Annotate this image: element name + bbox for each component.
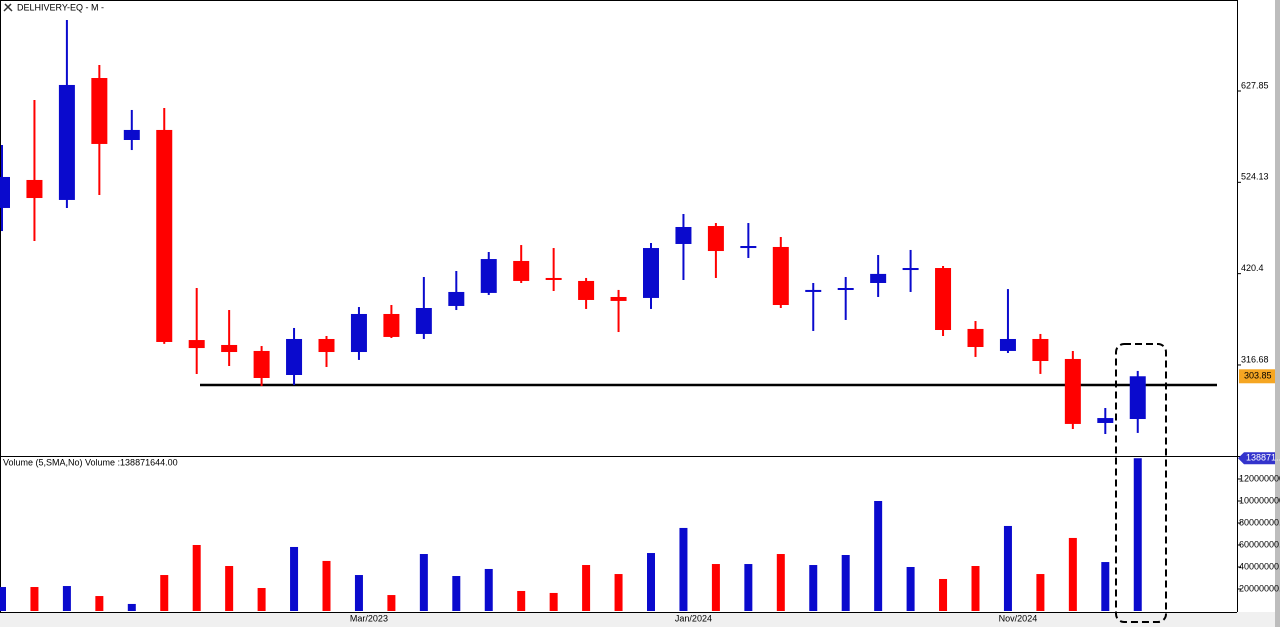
volume-bar: [160, 575, 169, 611]
volume-bar: [0, 587, 6, 611]
candle-body: [513, 260, 530, 281]
volume-bar: [127, 603, 136, 611]
candle-body: [935, 268, 952, 331]
volume-bar: [290, 546, 299, 611]
volume-bar: [225, 566, 234, 611]
chart-title: DELHIVERY-EQ - M -: [17, 2, 104, 12]
volume-tag-label: 138871...: [1246, 453, 1280, 463]
volume-bar: [95, 596, 104, 611]
volume-bar: [776, 554, 785, 611]
candle-body: [707, 226, 724, 252]
candle-body: [123, 129, 140, 140]
volume-bar: [841, 555, 850, 611]
candle-body: [545, 277, 562, 280]
volume-bar: [614, 574, 623, 611]
candle-body: [1064, 358, 1081, 424]
candle-body: [578, 280, 595, 300]
candle-body: [156, 129, 173, 342]
volume-bar: [874, 500, 883, 611]
candle-body: [221, 344, 238, 353]
candle-body: [0, 176, 10, 208]
candle-body: [58, 84, 75, 200]
y-tick-label: 420.4: [1241, 263, 1264, 273]
y-tick-label: 316.68: [1241, 354, 1269, 364]
volume-bar: [30, 587, 39, 611]
y-tick-label: 524.13: [1241, 172, 1269, 182]
volume-tick-label: 80000000.0: [1239, 517, 1280, 527]
candle-body: [350, 313, 367, 353]
volume-bar: [549, 592, 558, 611]
candle-body: [772, 246, 789, 305]
volume-bar: [582, 565, 591, 611]
price-tag: [1239, 369, 1275, 384]
candle-body: [415, 307, 432, 334]
title-icon: [3, 3, 13, 12]
candle-body: [967, 328, 984, 347]
candle-body: [383, 313, 400, 337]
candle-body: [870, 273, 887, 283]
candle-body: [188, 340, 205, 349]
volume-bar: [1068, 537, 1077, 611]
volume-bar: [1036, 574, 1045, 611]
volume-bar: [679, 527, 688, 611]
volume-bar: [322, 560, 331, 611]
volume-bar: [1133, 458, 1142, 611]
candle-body: [740, 246, 757, 249]
candle-body: [902, 268, 919, 271]
candle-body: [480, 259, 497, 293]
volume-bar: [484, 568, 493, 611]
volume-bar: [354, 575, 363, 611]
volume-title: Volume (5,SMA,No) Volume :138871644.00: [3, 457, 178, 467]
volume-bar: [971, 566, 980, 611]
volume-bar: [452, 576, 461, 611]
volume-bar: [647, 553, 655, 611]
volume-bar: [906, 566, 915, 611]
volume-bar: [62, 586, 71, 611]
candle-body: [253, 350, 270, 378]
candle-body: [26, 179, 43, 199]
volume-bar: [257, 588, 266, 611]
candle-body: [286, 338, 303, 375]
candle-body: [1097, 418, 1114, 423]
price-tag-label: 303.85: [1244, 371, 1272, 381]
candle-body: [91, 78, 108, 144]
volume-bar: [419, 554, 428, 611]
volume-bar: [192, 544, 201, 611]
candle-body: [610, 296, 627, 301]
volume-tick-label: 120000000.0: [1239, 473, 1280, 483]
volume-bar: [809, 565, 818, 611]
candle-body: [837, 288, 854, 291]
volume-bar: [517, 590, 526, 611]
x-tick-label: Nov/2024: [999, 613, 1038, 623]
volume-tick-label: 40000000.0: [1239, 561, 1280, 571]
volume-tag: [1238, 452, 1275, 465]
x-tick-label: Jan/2024: [675, 613, 712, 623]
highlight-box: [1115, 343, 1167, 623]
volume-tick-label: 60000000.0: [1239, 539, 1280, 549]
candle-body: [999, 338, 1016, 351]
volume-bar: [1101, 562, 1110, 611]
candle-body: [643, 248, 659, 298]
window-edge: [1275, 0, 1280, 627]
volume-tick-label: 20000000.0: [1239, 583, 1280, 593]
x-tick-label: Mar/2023: [350, 613, 388, 623]
volume-bar: [387, 595, 396, 611]
candle-body: [675, 226, 692, 244]
volume-bar: [939, 578, 948, 611]
candle-body: [448, 291, 465, 306]
volume-tick-label: 100000000.0: [1239, 495, 1280, 505]
volume-bar: [711, 564, 720, 611]
candle-body: [1032, 338, 1049, 361]
candle-body: [805, 289, 822, 292]
y-tick-label: 627.85: [1241, 80, 1269, 90]
volume-bar: [1003, 525, 1012, 611]
candle-body: [318, 338, 335, 353]
x-axis-strip: [0, 612, 1280, 627]
volume-bar: [744, 564, 753, 611]
candle-body: [1129, 376, 1146, 420]
